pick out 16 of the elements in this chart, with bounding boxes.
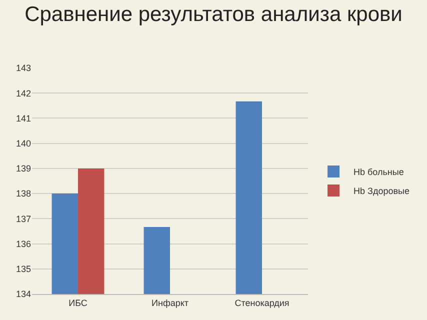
y-tick-label: 141 [16, 113, 31, 124]
y-tick-label: 139 [16, 164, 31, 174]
x-tick-label: Стенокардия [234, 298, 290, 308]
y-tick-label: 143 [16, 63, 31, 74]
legend-label: Hb больные [354, 167, 404, 178]
y-tick-label: 136 [16, 238, 31, 249]
y-tick-label: 137 [16, 214, 31, 224]
y-tick-label: 138 [16, 188, 31, 199]
y-tick-label: 134 [16, 289, 31, 300]
x-tick-label: Инфаркт [151, 298, 189, 308]
y-tick-label: 135 [16, 264, 31, 274]
legend-label: Hb Здоровые [354, 186, 410, 196]
x-tick-label: ИБС [68, 298, 88, 308]
y-tick-label: 140 [16, 138, 31, 148]
y-tick-label: 142 [16, 88, 31, 98]
chart-title: Сравнение результатов анализа крови [24, 3, 402, 26]
